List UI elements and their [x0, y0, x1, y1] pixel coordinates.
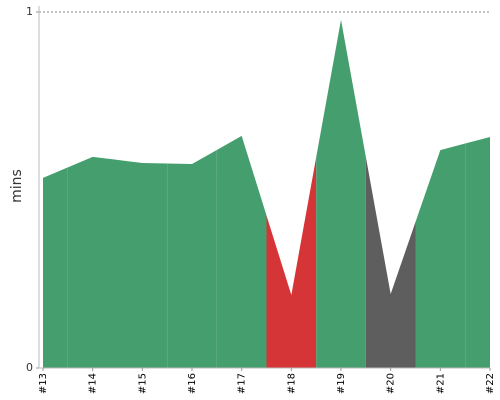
x-tick-label: #17 [237, 373, 248, 394]
area-segment [365, 156, 416, 368]
x-tick-label: #16 [187, 373, 198, 394]
x-tick-label: #15 [137, 373, 148, 394]
x-tick-label: #20 [386, 373, 397, 394]
x-tick-label: #14 [88, 373, 99, 394]
x-tick-label: #21 [435, 373, 446, 394]
area-segment [43, 167, 68, 368]
area-segment [266, 157, 317, 368]
y-tick-label: 1 [26, 5, 33, 18]
area-segment [67, 156, 118, 368]
y-tick-label: 0 [26, 361, 33, 374]
x-tick-label: #18 [286, 373, 297, 394]
area-segment [415, 143, 466, 368]
area-segment [117, 159, 168, 368]
x-tick-label: #22 [485, 373, 496, 394]
area-segment [167, 149, 217, 368]
y-axis-label: mins [9, 169, 25, 203]
area-segment [316, 19, 366, 368]
x-tick-label: #19 [336, 373, 347, 394]
area-segment [465, 136, 490, 368]
area-segment [216, 135, 267, 368]
x-tick-label: #13 [38, 373, 49, 394]
